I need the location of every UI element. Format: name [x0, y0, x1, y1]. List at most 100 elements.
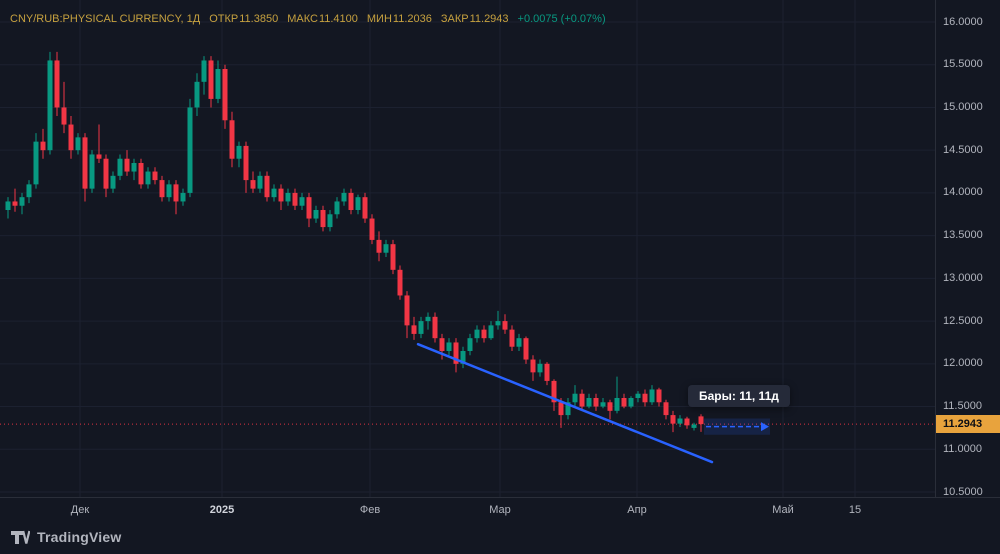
high-label: МАКС	[287, 13, 318, 25]
time-axis[interactable]: Дек 2025 Фев Мар Апр Май 15	[0, 497, 1000, 524]
candle-up	[635, 393, 641, 398]
price-axis-label: 10.5000	[943, 485, 983, 498]
close-label: ЗАКР	[440, 13, 469, 25]
candle-down	[362, 197, 368, 219]
candle-down	[306, 197, 312, 219]
candle-down	[348, 192, 354, 210]
measure-box[interactable]	[704, 418, 770, 435]
candle-up	[19, 197, 25, 206]
candle-up	[628, 398, 634, 407]
candle-up	[166, 184, 172, 198]
close-value: 11.2943	[469, 13, 509, 25]
candle-up	[425, 316, 431, 322]
candle-down	[138, 163, 144, 185]
candle-down	[684, 418, 690, 426]
price-axis-label: 12.5000	[943, 314, 983, 327]
trendline-drawing[interactable]	[416, 342, 714, 464]
tradingview-logo[interactable]: TradingView	[10, 527, 121, 547]
time-axis-label: Мар	[489, 504, 511, 516]
time-axis-label: Дек	[70, 504, 90, 516]
candle-down	[642, 393, 648, 403]
candle-down	[40, 141, 46, 151]
candle-up	[47, 60, 53, 151]
candle-down	[103, 158, 109, 189]
candle-down	[61, 107, 67, 125]
candle-down	[376, 239, 382, 253]
candle-up	[299, 197, 305, 206]
candlestick-chart[interactable]	[0, 0, 935, 497]
candle-down	[369, 218, 375, 240]
price-axis[interactable]: 16.0000 15.5000 15.0000 14.5000 14.0000 13.50…	[935, 0, 1000, 498]
candle-down	[159, 180, 165, 198]
open-label: ОТКР	[209, 13, 239, 25]
candle-down	[621, 398, 627, 407]
candle-down	[544, 363, 550, 381]
candle-up	[355, 197, 361, 210]
candle-up	[383, 244, 389, 253]
candle-down	[68, 124, 74, 151]
candle-up	[334, 201, 340, 215]
price-axis-label: 13.5000	[943, 229, 983, 242]
candle-up	[194, 81, 200, 108]
candle-up	[474, 329, 480, 339]
candle-down	[579, 393, 585, 407]
candle-up	[110, 175, 116, 189]
candle-up	[257, 175, 263, 189]
candle-down	[509, 329, 515, 347]
chart-canvas[interactable]: CNY/RUB:PHYSICAL CURRENCY, 1Д ОТКР11.385…	[0, 0, 935, 497]
candle-down	[229, 120, 235, 159]
open-value: 11.3850	[239, 13, 279, 25]
candle-up	[677, 418, 683, 424]
candle-down	[250, 180, 256, 189]
candle-up	[600, 402, 606, 407]
candle-up	[187, 107, 193, 193]
candle-down	[432, 316, 438, 339]
candle-down	[264, 175, 270, 198]
chart-legend: CNY/RUB:PHYSICAL CURRENCY, 1Д ОТКР11.385…	[10, 13, 606, 25]
candle-up	[75, 137, 81, 151]
candle-up	[327, 214, 333, 228]
symbol-title[interactable]: CNY/RUB:PHYSICAL CURRENCY, 1Д	[10, 13, 201, 25]
candle-up	[215, 69, 221, 99]
candle-up	[131, 163, 137, 172]
candle-down	[208, 60, 214, 99]
candle-up	[586, 398, 592, 407]
candle-down	[82, 137, 88, 189]
price-axis-label: 12.0000	[943, 357, 983, 370]
candle-up	[614, 398, 620, 411]
time-axis-label: Май	[772, 504, 794, 516]
measure-arrow-head	[761, 422, 769, 432]
candle-down	[292, 192, 298, 206]
candle-up	[89, 154, 95, 189]
ohlc-high: МАКС11.4100	[287, 13, 358, 25]
candle-down	[502, 321, 508, 330]
time-axis-label: Апр	[627, 504, 647, 516]
low-label: МИН	[366, 13, 392, 25]
low-value: 11.2036	[392, 13, 432, 25]
candle-up	[572, 393, 578, 403]
candle-down	[54, 60, 60, 108]
price-change: +0.0075 (+0.07%)	[517, 13, 606, 25]
candle-down	[411, 325, 417, 334]
candle-up	[516, 338, 522, 347]
candle-up	[33, 141, 39, 185]
price-axis-label: 11.0000	[943, 442, 982, 455]
candle-up	[180, 192, 186, 202]
candle-up	[313, 210, 319, 219]
candle-down	[278, 188, 284, 202]
candle-down	[530, 359, 536, 373]
candle-down	[523, 338, 529, 360]
candle-up	[418, 321, 424, 334]
price-axis-label: 14.0000	[943, 186, 983, 199]
time-axis-label: Фев	[359, 504, 381, 516]
candle-down	[397, 269, 403, 296]
candle-up	[446, 342, 452, 351]
candle-up	[5, 201, 11, 210]
bars-count-tooltip: Бары: 11, 11д	[688, 385, 790, 407]
candle-up	[495, 321, 501, 326]
candle-down	[439, 338, 445, 351]
candle-up	[285, 192, 291, 202]
candle-down	[404, 295, 410, 326]
tradingview-logo-text: TradingView	[37, 529, 122, 545]
candle-up	[341, 192, 347, 202]
